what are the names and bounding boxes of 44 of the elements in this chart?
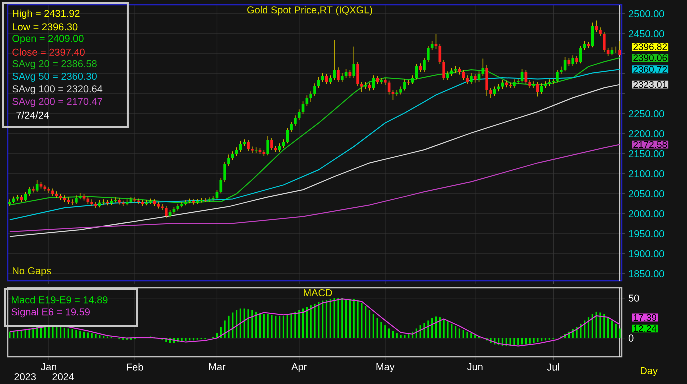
- x-tick-label: Jan: [41, 364, 56, 371]
- y-tick-label: 1950.00: [629, 230, 664, 238]
- y-tick-label: 0: [628, 334, 634, 342]
- annotation: No Gaps: [13, 267, 52, 277]
- y-tick-label: 1850.00: [629, 270, 664, 278]
- text: 2390.06: [634, 54, 668, 62]
- chart-title: MACD: [304, 289, 332, 297]
- annotation: Low = 2396.30: [13, 24, 78, 31]
- annotation: High = 2431.92: [13, 10, 80, 20]
- x-tick-label: Jun: [467, 364, 483, 371]
- y-tick-label: 2100.00: [629, 170, 664, 178]
- text: 2172.58: [634, 141, 668, 148]
- x-tick-label: Mar: [209, 364, 226, 371]
- y-tick-label: 1900.00: [629, 250, 664, 258]
- y-tick-label: 2050.00: [629, 190, 664, 198]
- text: SAvg 20 = 2386.58: [12, 60, 97, 70]
- annotation: Close = 2397.40: [12, 48, 85, 56]
- y-tick-label: 2200.00: [629, 130, 664, 138]
- y-tick-label: 50: [628, 294, 640, 302]
- y-tick-label: 2250.00: [629, 110, 664, 118]
- chart-title: Gold Spot Price,RT (IQXGL): [248, 6, 372, 16]
- text: Day: [641, 368, 658, 376]
- text: 2396.82: [634, 44, 668, 50]
- text: 12.24: [634, 325, 657, 332]
- y-tick-label: 2450.00: [629, 30, 664, 38]
- x-tick-label: May: [376, 364, 395, 372]
- text: SAvg 100 = 2320.64: [12, 86, 103, 95]
- x-tick-label: Apr: [292, 364, 307, 372]
- y-tick-label: 2500.00: [629, 10, 664, 18]
- x-tick-label: Jul: [547, 364, 560, 371]
- text: 2023: [14, 373, 36, 381]
- annotation: 7/24/24: [16, 112, 50, 119]
- text: 17.39: [634, 314, 657, 322]
- text: SAvg 50 = 2360.30: [12, 72, 97, 82]
- y-tick-label: 2150.00: [629, 150, 664, 158]
- text: 2360.72: [634, 66, 668, 73]
- x-tick-label: Feb: [127, 364, 144, 371]
- text: 2323.01: [634, 81, 668, 88]
- text: 2024: [52, 373, 74, 381]
- text: SAvg 200 = 2170.47: [12, 98, 102, 108]
- text: Macd E19-E9 = 14.89: [12, 296, 108, 304]
- annotation: Open = 2409.00: [12, 35, 84, 44]
- y-tick-label: 2000.00: [629, 210, 664, 218]
- series-label: Signal E6 = 19.59: [12, 308, 90, 318]
